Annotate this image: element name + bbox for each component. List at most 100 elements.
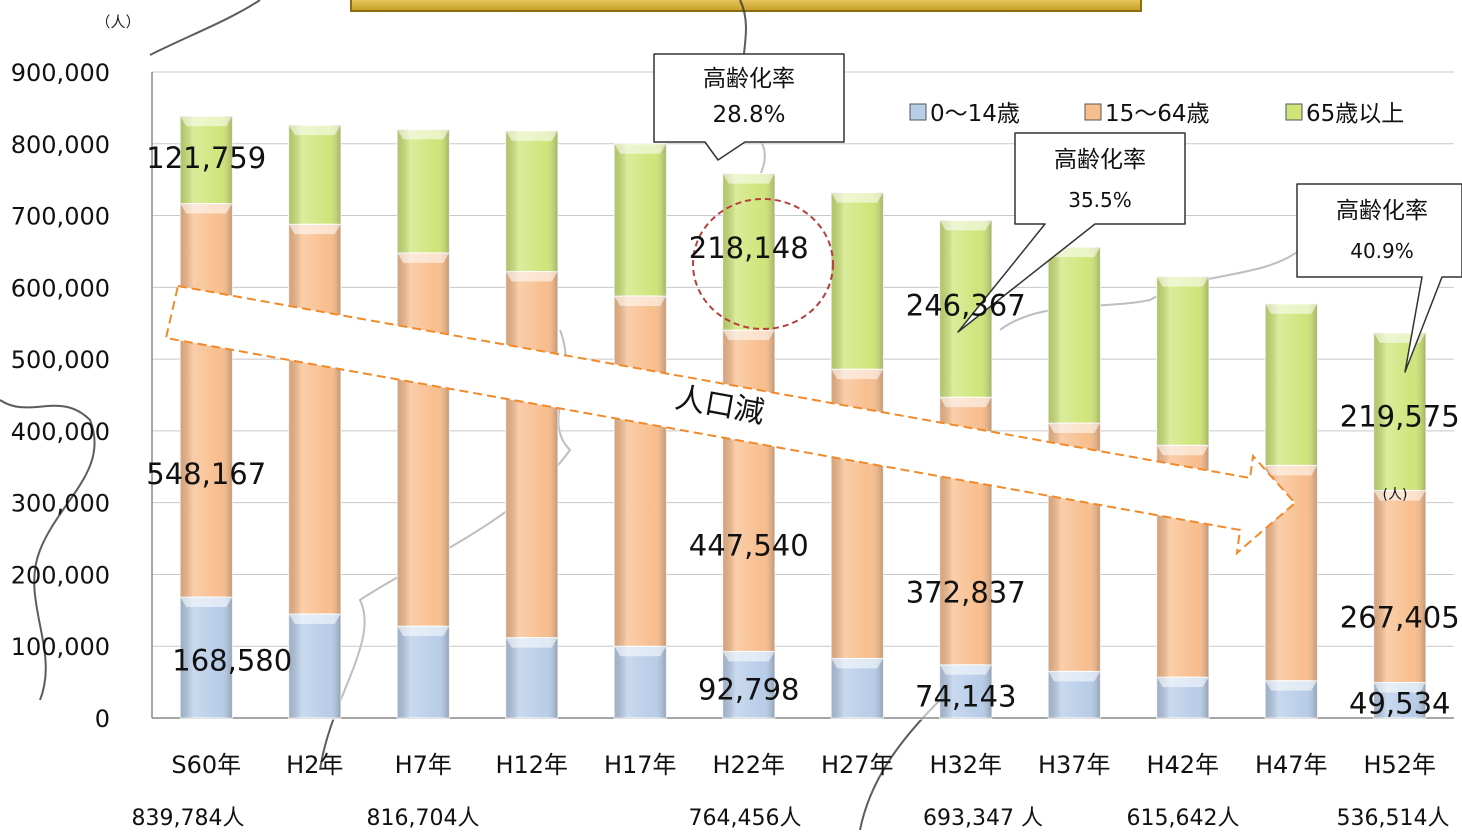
bar-segment [288, 124, 342, 225]
x-tick-label: H37年 [1038, 751, 1111, 779]
bar-shading [722, 651, 775, 718]
bar-shading [614, 295, 667, 647]
bar-bevel [288, 613, 341, 624]
bar-shading [288, 224, 341, 614]
legend-label: 65歳以上 [1306, 101, 1404, 127]
data-label: 218,148 [689, 231, 809, 265]
legend-swatch [909, 103, 927, 121]
bar-segment [1047, 670, 1101, 719]
bar-bevel [180, 203, 233, 214]
bar-bevel [614, 646, 667, 657]
bar-shading [180, 116, 233, 204]
bar-bevel [939, 664, 992, 675]
callout-aging-rate-h32: 高齢化率 35.5% [957, 132, 1186, 333]
x-tick-label: H52年 [1363, 751, 1436, 779]
bar-shading [288, 613, 341, 718]
bar-segment [613, 645, 667, 719]
bar-shading [397, 626, 450, 718]
x-tick-label: H7年 [395, 751, 452, 779]
bar-segment [830, 192, 884, 370]
total-label: 536,514人 [1336, 806, 1450, 831]
bar-bevel [1156, 445, 1209, 456]
bar-bevel [288, 224, 341, 235]
legend: 0〜14歳 15〜64歳 65歳以上 [909, 101, 1404, 127]
bar-shading [1156, 276, 1209, 446]
data-label: 49,534 [1349, 687, 1450, 721]
bar-bevel [722, 330, 775, 341]
bar-bevel [180, 116, 233, 127]
data-label: 121,759 [146, 141, 266, 175]
population-decline-arrow: 人口減 [164, 284, 1297, 556]
data-label: 447,540 [689, 529, 809, 563]
bar-segment [288, 613, 342, 719]
callout-value: 28.8% [712, 102, 785, 128]
bar-segment [613, 295, 667, 647]
callout-value: 40.9% [1350, 239, 1414, 263]
total-label: 764,456人 [688, 806, 802, 831]
bar-shading [1373, 332, 1426, 491]
bar-shading [831, 192, 884, 370]
bar-shading [180, 203, 233, 597]
y-axis: 0 100,000 200,000 300,000 400,000 500,000 600,… [11, 59, 1454, 733]
bar-bevel [939, 397, 992, 408]
bar-segment [722, 329, 776, 652]
bar-bevel [1373, 490, 1426, 501]
bar-bevel [722, 651, 775, 662]
bar-bevel [614, 143, 667, 154]
x-tick-label: H42年 [1146, 751, 1219, 779]
legend-swatch [1084, 103, 1102, 121]
bar-bevel [831, 369, 884, 380]
bar-segment [1156, 276, 1210, 446]
data-label: 267,405 [1340, 601, 1460, 635]
bar-shading [722, 330, 775, 652]
callout-title: 高齢化率 [1054, 147, 1146, 173]
data-label: 548,167 [146, 457, 266, 491]
legend-label: 0〜14歳 [930, 101, 1020, 127]
bar-bevel [288, 125, 341, 136]
bar-segment [396, 252, 450, 627]
bar-bevel [397, 626, 450, 637]
x-tick-label: H2年 [286, 751, 343, 779]
bar-shading [614, 143, 667, 296]
data-label: 74,143 [915, 679, 1016, 713]
bar-segment [830, 657, 884, 719]
bar-segment [179, 203, 233, 598]
inner-unit-label: (人) [1383, 487, 1408, 503]
data-label: 219,575 [1340, 400, 1460, 434]
bar-bevel [1265, 680, 1318, 691]
bar-bevel [505, 130, 558, 141]
bar-shading [1048, 247, 1101, 423]
callout-title: 高齢化率 [1336, 198, 1428, 224]
bar-bevel [722, 173, 775, 184]
bar-segment [179, 596, 233, 719]
bar-bevel [1048, 422, 1101, 433]
total-label: 693,347 人 [923, 806, 1043, 831]
bar-segment [505, 637, 559, 719]
bar-segment [505, 130, 559, 273]
y-tick-label: 300,000 [11, 490, 110, 518]
bar-shading [397, 129, 450, 253]
bar-bevel [505, 637, 558, 648]
bar-bevel [831, 192, 884, 203]
bar-segment [1264, 303, 1318, 466]
y-tick-label: 900,000 [11, 59, 110, 87]
bar-segment [1373, 332, 1427, 492]
bar-shading [1373, 490, 1426, 683]
bar-segment [1156, 676, 1210, 719]
highlight-circle [692, 198, 834, 330]
callout-aging-rate-h22: 高齢化率 28.8% [653, 53, 845, 161]
bar-shading [397, 252, 450, 627]
bar-shading [614, 646, 667, 718]
legend-swatch [1285, 103, 1303, 121]
callout-value: 35.5% [1068, 188, 1132, 212]
bar-bevel [505, 271, 558, 282]
y-tick-label: 0 [95, 705, 110, 733]
bar-segment [1264, 680, 1318, 719]
y-tick-label: 500,000 [11, 346, 110, 374]
data-label: 92,798 [698, 672, 799, 706]
bar-bevel [939, 220, 992, 231]
x-tick-label: H17年 [604, 751, 677, 779]
y-tick-label: 800,000 [11, 131, 110, 159]
title-banner-fragment [350, 0, 1142, 12]
